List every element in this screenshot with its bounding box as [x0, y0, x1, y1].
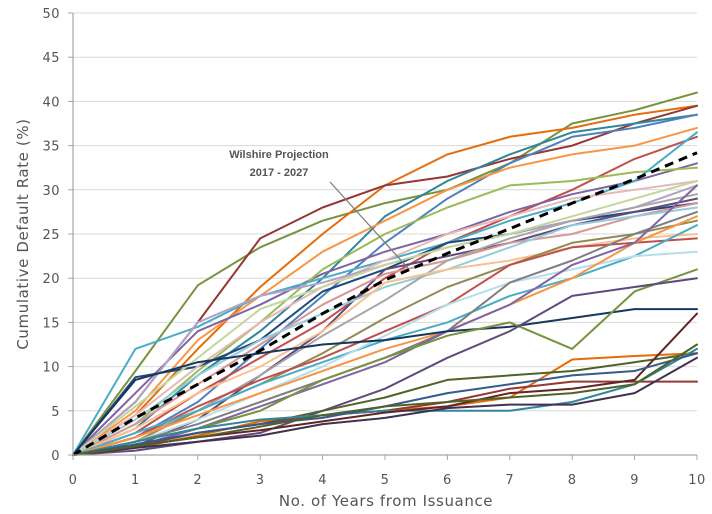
series-lines: [72, 91, 698, 456]
x-tick-label: 0: [69, 473, 78, 488]
y-tick-label: 45: [42, 51, 60, 66]
x-tick-label: 5: [381, 473, 390, 488]
series-line-8: [72, 162, 698, 456]
x-tick-label: 8: [568, 473, 577, 488]
annotation: Wilshire Projection 2017 - 2027: [229, 149, 409, 269]
annotation-label-line1: Wilshire Projection: [229, 149, 329, 161]
series-line-24: [72, 215, 698, 456]
series-line-18: [72, 193, 698, 456]
series-line-6: [72, 126, 698, 456]
x-tick-label: 3: [256, 473, 265, 488]
series-line-27: [72, 308, 698, 456]
axes: [68, 12, 698, 460]
y-tick-label: 5: [51, 405, 60, 420]
series-line-4: [72, 113, 698, 456]
series-line-17: [72, 180, 698, 456]
x-tick-label: 9: [630, 473, 639, 488]
series-line-34: [72, 356, 698, 456]
y-axis-title: Cumulative Default Rate (%): [14, 118, 32, 349]
series-line-26: [72, 184, 698, 456]
y-tick-label: 0: [51, 449, 60, 464]
series-line-7: [72, 135, 698, 456]
x-tick-label: 2: [193, 473, 202, 488]
series-line-12: [72, 180, 698, 456]
series-line-16: [72, 206, 698, 456]
series-line-9: [72, 166, 698, 456]
gridlines: [73, 12, 697, 412]
x-tick-label: 4: [318, 473, 327, 488]
x-axis-title: No. of Years from Issuance: [279, 492, 493, 510]
y-tick-label: 35: [42, 140, 60, 155]
annotation-label-line2: 2017 - 2027: [250, 167, 309, 179]
series-line-33: [72, 347, 698, 456]
y-tick-label: 15: [42, 316, 60, 331]
y-tick-label: 10: [42, 361, 60, 376]
series-line-19: [72, 233, 698, 456]
series-line-21: [72, 237, 698, 456]
series-line-1: [72, 91, 698, 456]
series-line-20: [72, 219, 698, 456]
x-tick-label: 10: [688, 473, 706, 488]
y-tick-label: 50: [42, 7, 60, 22]
y-tick-label: 20: [42, 272, 60, 287]
y-tick-label: 25: [42, 228, 60, 243]
series-line-37: [72, 343, 698, 456]
y-tick-label: 30: [42, 184, 60, 199]
series-line-15: [72, 202, 698, 456]
x-tick-label: 7: [505, 473, 514, 488]
series-line-14: [72, 197, 698, 456]
series-line-23: [72, 250, 698, 456]
y-tick-label: 40: [42, 95, 60, 110]
x-tick-label: 1: [131, 473, 140, 488]
annotation-leader-line: [329, 181, 409, 269]
x-tick-label: 6: [443, 473, 452, 488]
